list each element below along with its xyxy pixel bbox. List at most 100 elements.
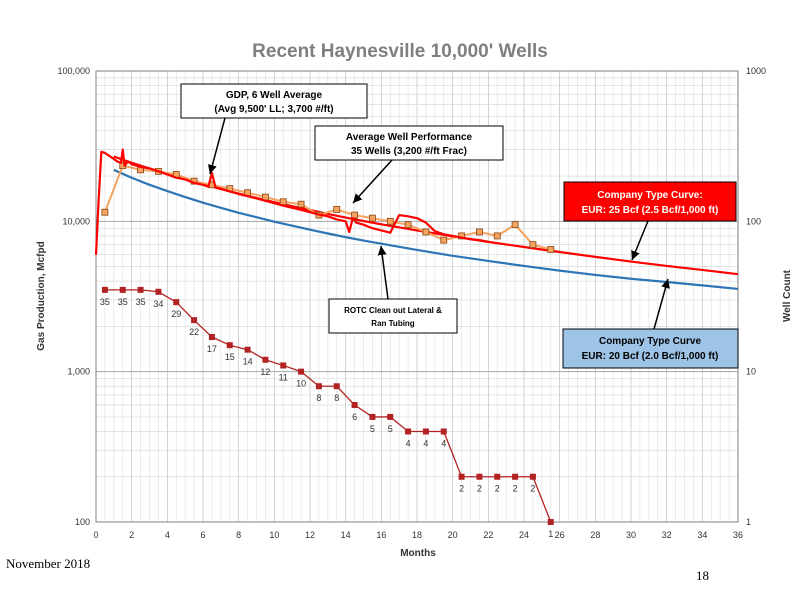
annotation-type-curve-25-line1: Company Type Curve:: [597, 190, 702, 201]
well-count-label: 2: [530, 484, 535, 494]
well-count-point: [512, 473, 519, 480]
well-count-label: 1: [548, 529, 553, 539]
well-count-label: 5: [370, 424, 375, 434]
average-well-point: [351, 211, 358, 219]
well-count-point: [191, 317, 198, 324]
well-count-point: [405, 428, 412, 435]
x-tick-label: 4: [165, 530, 170, 540]
annotation-type-curve-20-arrow: [653, 278, 670, 330]
average-well-point: [547, 246, 555, 253]
annotation-type-curve-25-arrow: [631, 220, 649, 261]
x-axis-label: Months: [400, 548, 436, 559]
y-tick-label: 10,000: [62, 216, 90, 226]
well-count-point: [262, 356, 269, 363]
annotation-gdp: GDP, 6 Well Average (Avg 9,500' LL; 3,70…: [180, 83, 368, 175]
well-count-label: 4: [406, 438, 411, 448]
well-count-label: 34: [153, 299, 163, 309]
y2-tick-label: 1000: [746, 66, 766, 76]
annotation-average-well-box: [314, 125, 504, 161]
well-count-point: [369, 413, 376, 420]
x-tick-label: 6: [200, 530, 205, 540]
annotation-rotc-line1: ROTC Clean out Lateral &: [344, 306, 442, 315]
well-count-label: 2: [513, 484, 518, 494]
well-count-point: [422, 428, 429, 435]
chart-title: Recent Haynesville 10,000' Wells: [252, 41, 548, 62]
well-count-label: 4: [423, 438, 428, 448]
well-count-label: 10: [296, 379, 306, 389]
average-well-point: [404, 221, 412, 229]
average-well-point: [279, 198, 287, 206]
well-count-point: [298, 368, 305, 375]
average-well-point: [476, 228, 483, 236]
annotation-rotc-arrow: [377, 245, 389, 300]
well-count-point: [244, 346, 251, 353]
y2-axis-label: Well Count: [782, 269, 793, 322]
well-count-point: [137, 286, 144, 293]
well-count-label: 35: [118, 297, 128, 307]
axis-ticks: 0 2 4 6 8 10 12 14 16 18 20 22 24 26 28 30 32 34 361001,00…: [57, 66, 766, 540]
average-well-point: [333, 206, 341, 213]
well-count-label: 2: [477, 484, 482, 494]
well-count-label: 35: [136, 297, 146, 307]
annotation-type-curve-25-box: [563, 181, 737, 222]
well-count-point: [494, 473, 501, 480]
average-well-point: [422, 228, 430, 236]
annotation-rotc-box: [328, 298, 458, 334]
x-tick-label: 22: [483, 530, 493, 540]
well-count-label: 8: [316, 393, 321, 403]
well-count-point: [333, 383, 340, 390]
x-tick-label: 34: [697, 530, 707, 540]
well-count-point: [280, 362, 287, 369]
average-well-point: [297, 200, 305, 208]
well-count-point: [155, 288, 162, 295]
well-count-label: 17: [207, 344, 217, 354]
annotation-type-curve-25-line2: EUR: 25 Bcf (2.5 Bcf/1,000 ft): [582, 205, 719, 216]
x-tick-label: 32: [662, 530, 672, 540]
y2-tick-label: 10: [746, 367, 756, 377]
well-count-point: [351, 402, 358, 409]
well-count-point: [315, 383, 322, 390]
annotation-gdp-line2: (Avg 9,500' LL; 3,700 #/ft): [214, 104, 333, 115]
annotation-type-curve-20-box: [562, 328, 739, 369]
y-tick-label: 100: [75, 517, 90, 527]
x-tick-label: 30: [626, 530, 636, 540]
annotation-average-well-arrow: [352, 159, 393, 204]
x-tick-label: 8: [236, 530, 241, 540]
well-count-label: 4: [441, 438, 446, 448]
well-count-label: 8: [334, 393, 339, 403]
annotation-type-curve-20-line1: Company Type Curve: [599, 336, 701, 347]
average-well-point: [529, 241, 537, 249]
page-number: 18: [696, 568, 709, 583]
well-count-label: 11: [279, 372, 288, 382]
well-count-point: [173, 299, 180, 306]
well-count-label: 35: [100, 297, 110, 307]
well-count-label: 15: [225, 352, 235, 362]
x-tick-label: 10: [269, 530, 279, 540]
average-well-point: [440, 236, 448, 244]
x-tick-label: 12: [305, 530, 315, 540]
well-count-point: [440, 428, 447, 435]
average-well-point: [386, 217, 394, 225]
well-count-point: [208, 334, 215, 341]
well-count-label: 6: [352, 412, 357, 422]
x-tick-label: 26: [555, 530, 565, 540]
y-tick-label: 1,000: [67, 367, 90, 377]
well-count-label: 12: [260, 367, 270, 377]
annotation-average-well: Average Well Performance 35 Wells (3,200…: [314, 125, 504, 204]
well-count-label: 2: [495, 484, 500, 494]
average-well-point: [101, 208, 109, 216]
annotation-type-curve-20: Company Type Curve EUR: 20 Bcf (2.0 Bcf/…: [562, 278, 739, 369]
series-company-type-curve-20: [113, 168, 739, 291]
well-count-point: [529, 473, 536, 480]
x-tick-label: 36: [733, 530, 743, 540]
annotation-type-curve-25: Company Type Curve: EUR: 25 Bcf (2.5 Bcf…: [563, 181, 737, 261]
well-count-point: [387, 413, 394, 420]
annotation-rotc-line2: Ran Tubing: [371, 319, 415, 328]
x-tick-label: 20: [448, 530, 458, 540]
x-tick-label: 16: [376, 530, 386, 540]
average-well-point: [511, 221, 519, 229]
series-gdp-average: [94, 148, 489, 255]
y2-tick-label: 100: [746, 216, 761, 226]
